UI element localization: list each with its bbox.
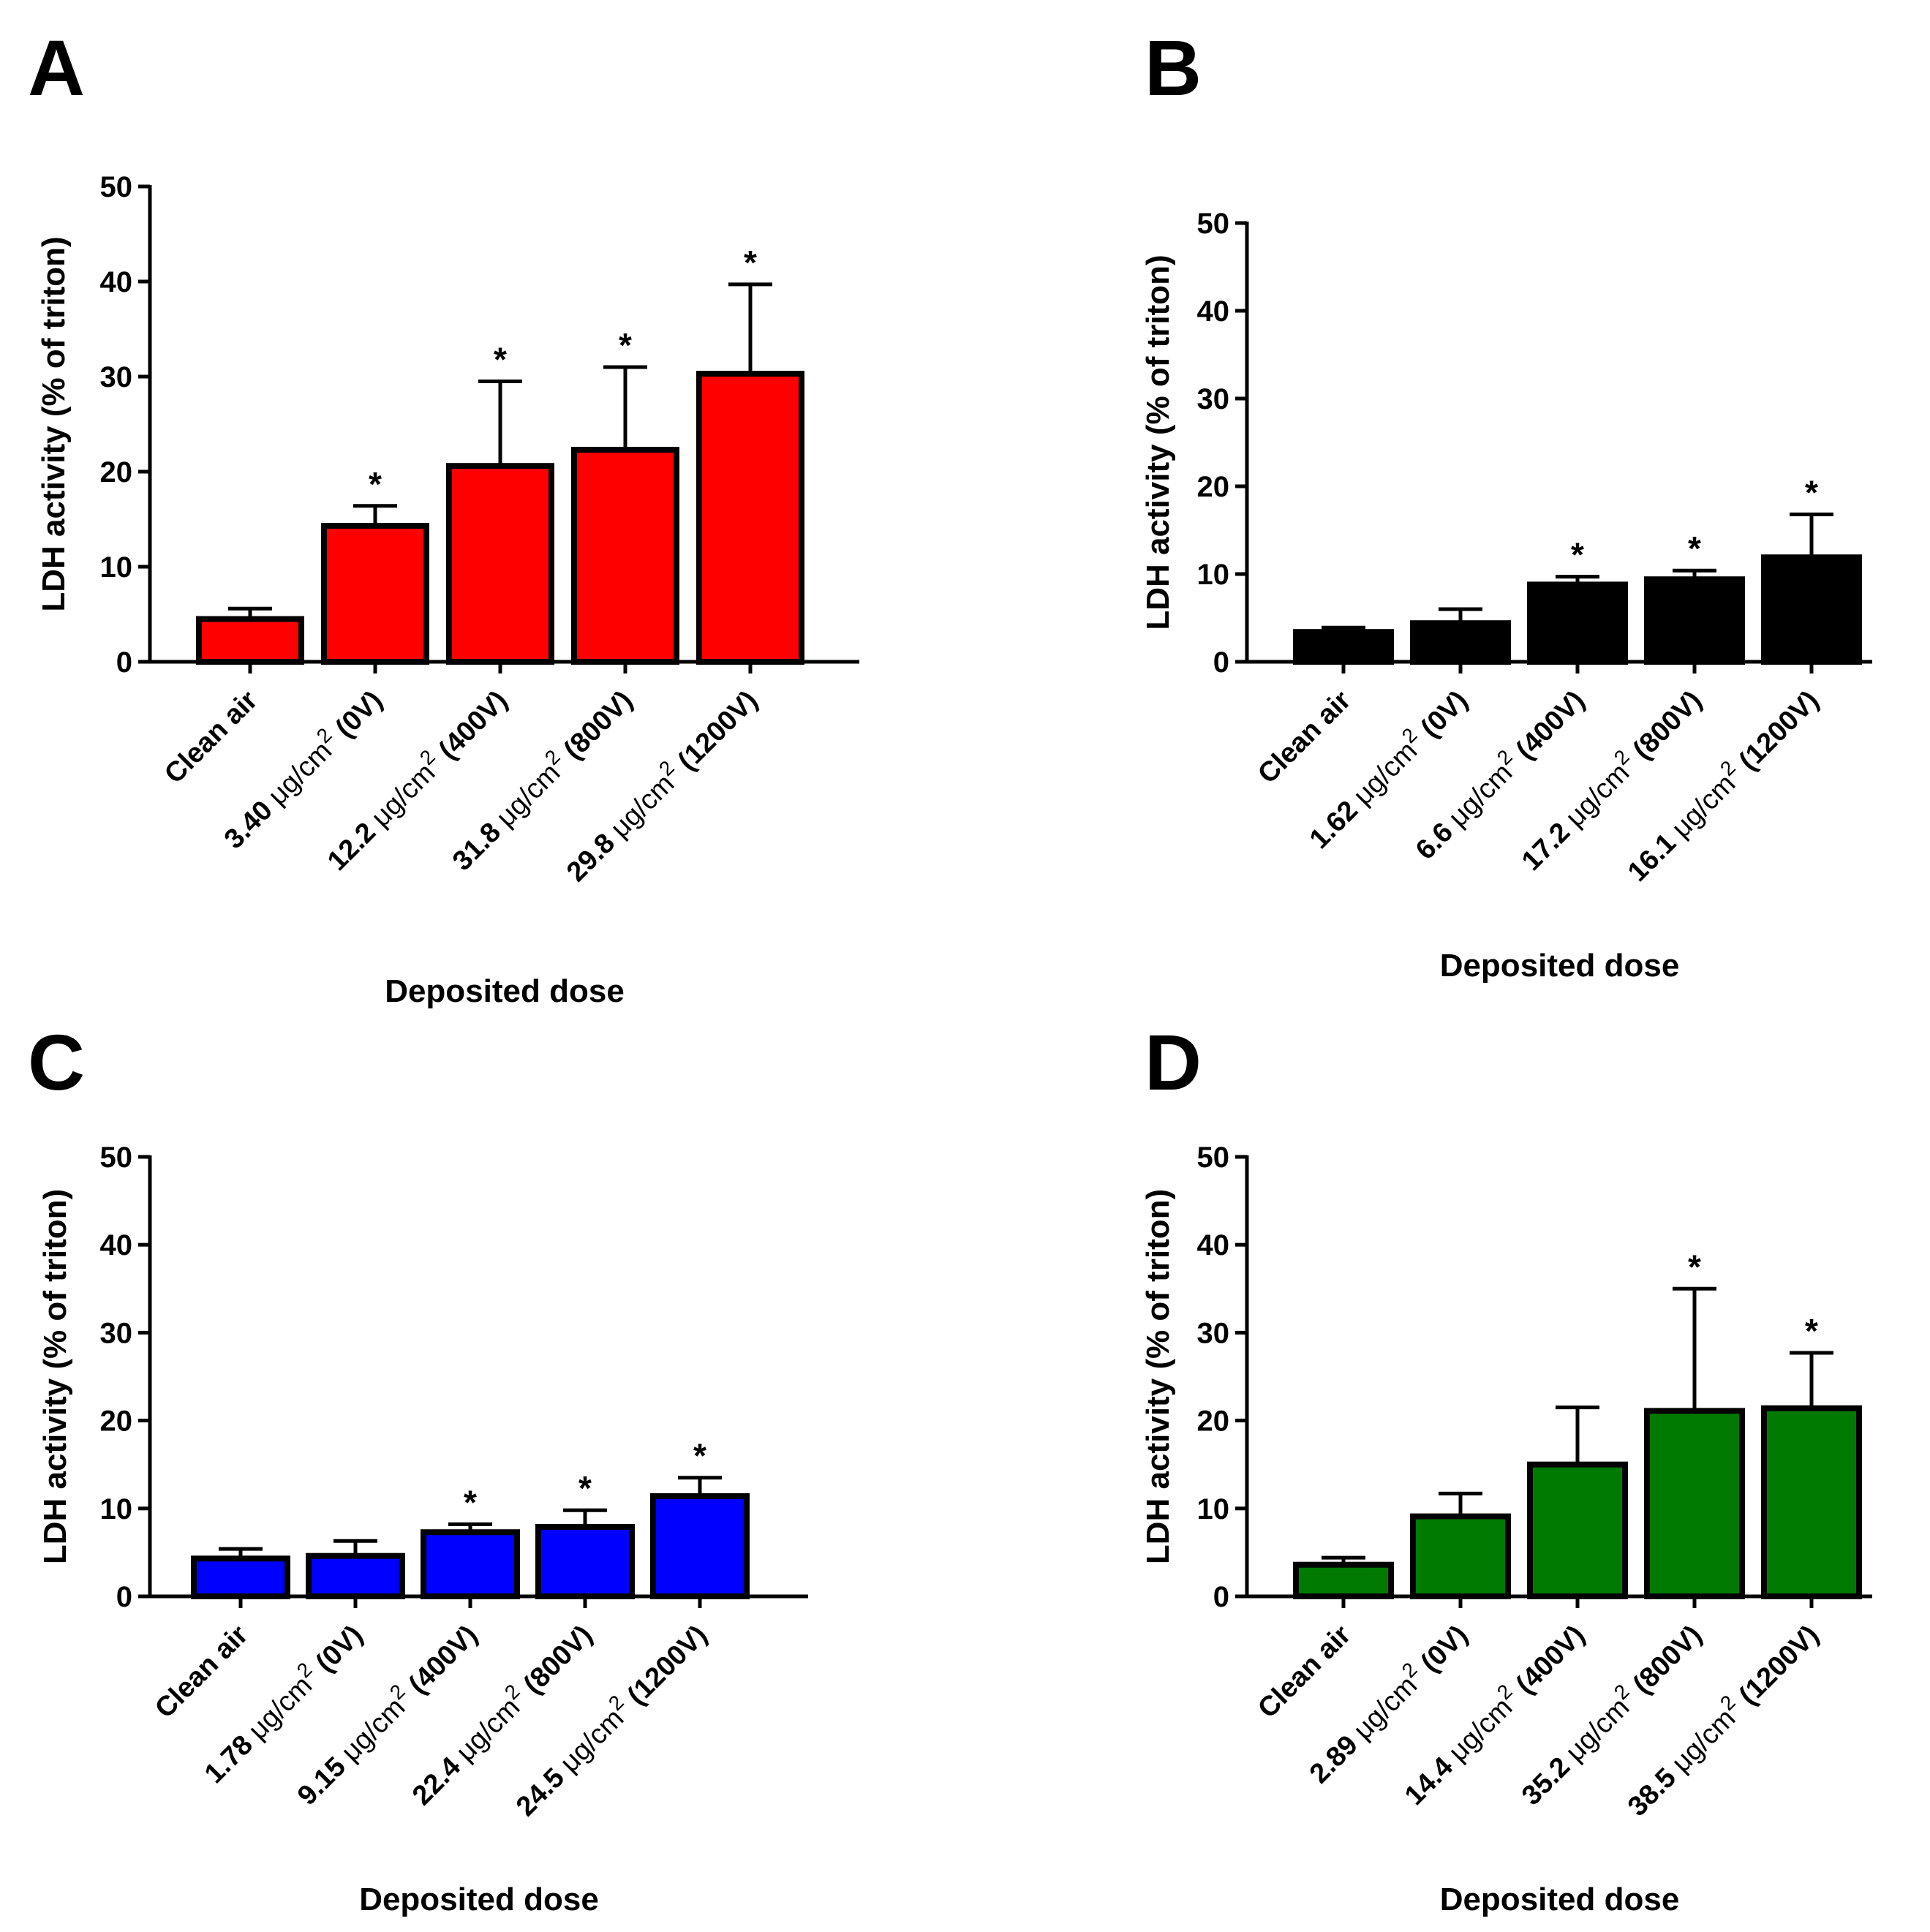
x-tick-label: 29.8 μg/cm2 (1200V)	[557, 681, 764, 888]
x-tick-label-value: Clean air	[1252, 685, 1357, 790]
panel-a: A 0 10 20 30 40 50 LDH activity (% of triton) Cl…	[28, 23, 859, 1009]
bar	[196, 616, 304, 665]
bar	[535, 1524, 635, 1599]
y-tick-label: 0	[116, 646, 132, 679]
bar	[1293, 1561, 1394, 1600]
x-tick-label: 24.5 μg/cm2 (1200V)	[506, 1615, 713, 1822]
panel-letter: A	[28, 23, 85, 112]
x-tick-label-value: Clean air	[1252, 1620, 1357, 1724]
y-tick-label: 20	[100, 1405, 133, 1438]
bar	[1410, 620, 1511, 665]
y-tick-label: 0	[1213, 1581, 1229, 1613]
x-tick-label-voltage: (400V)	[1505, 685, 1591, 771]
y-tick-label: 10	[1197, 1493, 1230, 1525]
x-tick-label-voltage: (400V)	[398, 1620, 484, 1706]
y-axis-title: LDH activity (% of triton)	[1140, 1189, 1176, 1564]
significance-marker: *	[1805, 473, 1818, 511]
significance-marker: *	[1688, 529, 1701, 567]
y-tick-label: 50	[1197, 1142, 1230, 1174]
y-tick-label: 0	[1213, 646, 1229, 679]
bar	[1410, 1513, 1511, 1599]
panel-letter: C	[28, 1018, 85, 1106]
x-tick-label-voltage: (400V)	[428, 685, 514, 771]
y-tick-label: 10	[1197, 559, 1230, 591]
x-tick-label: Clean air	[1252, 685, 1357, 790]
y-axis-title: LDH activity (% of triton)	[37, 1189, 73, 1564]
y-tick-label: 50	[100, 171, 133, 203]
y-tick-label: 0	[116, 1581, 132, 1613]
bar	[191, 1555, 290, 1599]
panel-b: B 0 10 20 30 40 50 LDH activity (% of triton) Cl…	[1140, 23, 1872, 984]
bar	[1644, 576, 1745, 665]
y-tick-label: 10	[100, 551, 133, 584]
significance-marker: *	[369, 465, 382, 503]
x-axis-title: Deposited dose	[1440, 1882, 1680, 1917]
y-tick-label: 30	[100, 361, 133, 393]
x-tick-label-voltage: (1200V)	[617, 1620, 714, 1717]
y-tick-label: 20	[1197, 1405, 1230, 1438]
bar	[1527, 1461, 1628, 1599]
bar	[1527, 581, 1628, 665]
x-tick-label: 16.1 μg/cm2 (1200V)	[1618, 681, 1825, 888]
panel-d: D 0 10 20 30 40 50 LDH activity (% of triton) Cl…	[1140, 1018, 1872, 1917]
significance-marker: *	[744, 244, 757, 282]
x-tick-label: Clean air	[1252, 1620, 1357, 1724]
panel-letter: B	[1145, 23, 1202, 112]
y-tick-label: 50	[100, 1142, 133, 1174]
x-tick-label-voltage: (800V)	[1622, 1620, 1708, 1706]
x-tick-label-value: Clean air	[149, 1620, 254, 1724]
x-tick-label: Clean air	[149, 1620, 254, 1724]
x-tick-label: 38.5 μg/cm2 (1200V)	[1618, 1615, 1825, 1822]
x-tick-label-voltage: (1200V)	[1728, 1620, 1825, 1717]
y-tick-label: 10	[100, 1493, 133, 1525]
y-axis-title: LDH activity (% of triton)	[1140, 254, 1176, 630]
x-axis-title: Deposited dose	[385, 973, 625, 1009]
significance-marker: *	[1688, 1248, 1701, 1286]
x-tick-label-voltage: (800V)	[1622, 685, 1708, 771]
x-tick-label-voltage: (1200V)	[1728, 685, 1825, 782]
bar	[696, 371, 804, 665]
significance-marker: *	[693, 1437, 706, 1475]
bar	[421, 1529, 520, 1599]
bar	[321, 523, 429, 665]
x-tick-label: Clean air	[159, 685, 263, 790]
x-axis-title: Deposited dose	[1440, 948, 1680, 984]
y-tick-label: 40	[1197, 1229, 1230, 1261]
y-axis-title: LDH activity (% of triton)	[36, 236, 72, 611]
bar	[571, 447, 679, 665]
significance-marker: *	[578, 1469, 592, 1507]
x-tick-label-voltage: (800V)	[553, 685, 639, 771]
y-tick-label: 20	[100, 456, 133, 488]
significance-marker: *	[619, 326, 632, 364]
bar	[1293, 629, 1394, 665]
y-tick-label: 30	[100, 1317, 133, 1349]
bar	[306, 1552, 405, 1600]
y-tick-label: 30	[1197, 1317, 1230, 1349]
significance-marker: *	[494, 341, 507, 379]
bar	[1761, 1405, 1862, 1599]
bar	[1644, 1408, 1745, 1600]
x-axis-title: Deposited dose	[359, 1882, 599, 1917]
bar	[1761, 554, 1862, 665]
significance-marker: *	[1805, 1312, 1818, 1350]
panel-letter: D	[1145, 1018, 1202, 1106]
x-tick-label-voltage: (1200V)	[667, 685, 764, 782]
bar	[446, 463, 554, 665]
x-tick-label-voltage: (800V)	[513, 1620, 599, 1706]
x-tick-label-value: Clean air	[159, 685, 263, 790]
significance-marker: *	[1571, 536, 1584, 574]
y-tick-label: 40	[100, 266, 133, 298]
panel-c: C 0 10 20 30 40 50 LDH activity (% of triton) Cl…	[28, 1018, 808, 1917]
y-tick-label: 30	[1197, 383, 1230, 415]
y-tick-label: 50	[1197, 208, 1230, 240]
bar	[650, 1493, 750, 1600]
y-tick-label: 40	[1197, 295, 1230, 328]
x-tick-label-voltage: (400V)	[1505, 1620, 1591, 1706]
y-tick-label: 40	[100, 1229, 133, 1261]
significance-marker: *	[464, 1483, 477, 1521]
y-tick-label: 20	[1197, 471, 1230, 503]
